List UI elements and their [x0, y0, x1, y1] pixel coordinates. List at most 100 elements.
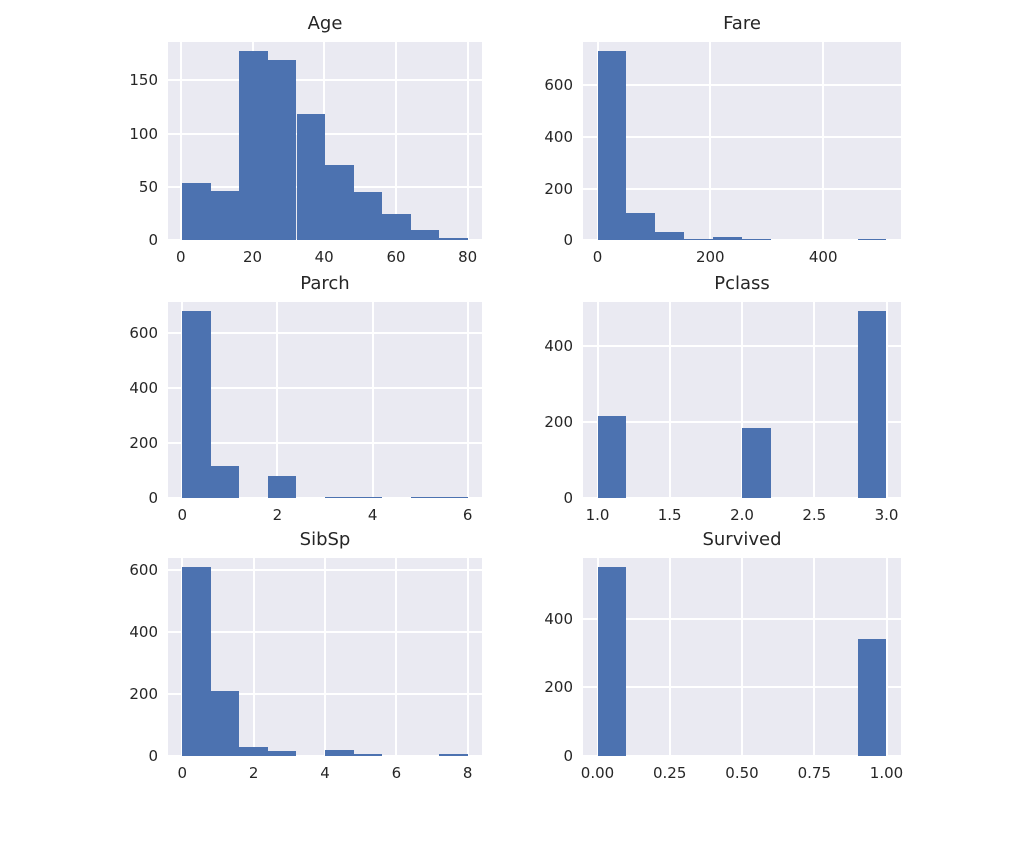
x-tick-label-survived-2: 0.50: [725, 764, 759, 782]
x-tick-label-survived-4: 1.00: [869, 764, 904, 782]
grid-line-horizontal: [583, 136, 901, 138]
x-tick-label-survived-3: 0.75: [797, 764, 831, 782]
subplot-title-age: Age: [307, 13, 343, 34]
y-tick-label-age-1: 50: [138, 177, 158, 196]
grid-line-vertical: [885, 558, 888, 756]
y-tick-label-parch-3: 600: [129, 323, 158, 342]
axes-age: [168, 42, 482, 240]
grid-line-horizontal: [168, 568, 482, 571]
y-tick-label-pclass-1: 200: [544, 413, 573, 431]
grid-line-horizontal: [583, 617, 901, 620]
grid-line-horizontal: [583, 84, 901, 87]
subplot-title-fare: Fare: [723, 13, 761, 34]
histogram-bar-sibsp-1: [210, 691, 240, 756]
y-tick-label-age-0: 0: [148, 231, 158, 249]
x-tick-label-pclass-1: 1.5: [657, 506, 682, 524]
axes-fare: [583, 42, 901, 240]
histogram-bar-parch-1: [210, 465, 240, 498]
y-tick-label-parch-1: 200: [129, 433, 158, 452]
y-tick-label-survived-1: 200: [544, 678, 573, 697]
x-tick-label-survived-0: 0.00: [580, 764, 615, 782]
histogram-bar-survived-9: [857, 638, 887, 756]
histogram-bar-parch-3: [267, 476, 297, 498]
x-tick-label-sibsp-0: 0: [177, 764, 188, 782]
y-tick-label-fare-0: 0: [563, 231, 573, 249]
histogram-bar-age-9: [439, 237, 468, 240]
grid-line-horizontal: [583, 755, 901, 756]
x-tick-label-survived-1: 0.25: [652, 764, 687, 782]
x-tick-label-pclass-4: 3.0: [874, 506, 899, 524]
x-tick-label-sibsp-2: 4: [320, 764, 330, 782]
histogram-bar-age-4: [296, 114, 325, 240]
histogram-bar-fare-2: [655, 232, 685, 240]
histogram-bar-pclass-5: [742, 428, 771, 498]
histogram-bar-pclass-9: [857, 311, 887, 498]
histogram-bar-age-0: [182, 182, 211, 240]
grid-line-horizontal: [168, 630, 482, 633]
axes-sibsp: [168, 558, 482, 756]
x-tick-label-pclass-2: 2.0: [730, 506, 754, 524]
grid-line-horizontal: [583, 344, 901, 347]
histogram-bar-sibsp-5: [325, 750, 354, 756]
grid-line-vertical: [179, 42, 182, 240]
grid-line-vertical: [885, 302, 888, 498]
y-tick-label-parch-0: 0: [148, 489, 158, 507]
histogram-bar-survived-0: [597, 567, 627, 756]
subplot-title-survived: Survived: [702, 529, 782, 550]
y-tick-label-age-2: 100: [129, 124, 158, 143]
grid-line-horizontal: [168, 331, 482, 334]
histogram-bar-parch-8: [410, 496, 440, 498]
histogram-bar-fare-1: [626, 212, 656, 240]
histogram-bar-sibsp-3: [267, 751, 297, 756]
subplot-title-pclass: Pclass: [714, 273, 770, 294]
grid-line-vertical: [822, 42, 825, 240]
subplot-title-sibsp: SibSp: [299, 529, 351, 550]
y-tick-label-fare-1: 200: [544, 179, 573, 198]
histogram-bar-parch-5: [325, 496, 354, 498]
grid-line-vertical: [596, 302, 599, 498]
grid-line-vertical: [324, 558, 326, 756]
histogram-bar-fare-9: [857, 238, 887, 240]
histogram-bar-fare-4: [713, 237, 742, 240]
x-tick-label-pclass-3: 2.5: [802, 506, 827, 524]
histogram-bar-age-2: [239, 51, 268, 240]
x-tick-label-fare-0: 0: [592, 248, 603, 266]
grid-line-vertical: [741, 302, 743, 498]
y-tick-label-sibsp-3: 600: [129, 560, 158, 579]
x-tick-label-age-4: 80: [458, 248, 478, 266]
grid-line-horizontal: [168, 132, 482, 135]
histogram-bar-fare-5: [742, 238, 771, 240]
y-tick-label-survived-0: 0: [563, 747, 573, 765]
x-tick-label-sibsp-4: 8: [462, 764, 473, 782]
x-tick-label-age-0: 0: [176, 248, 186, 266]
y-tick-label-sibsp-1: 200: [129, 685, 158, 703]
grid-line-vertical: [813, 302, 816, 498]
x-tick-label-fare-2: 400: [808, 248, 838, 266]
subplot-title-parch: Parch: [300, 273, 350, 294]
x-tick-label-sibsp-1: 2: [248, 764, 259, 782]
grid-line-vertical: [741, 558, 743, 756]
y-tick-label-parch-2: 400: [129, 378, 158, 397]
histogram-bar-fare-3: [684, 238, 714, 240]
y-tick-label-fare-3: 600: [544, 76, 573, 95]
x-tick-label-fare-1: 200: [695, 248, 725, 266]
grid-line-vertical: [668, 558, 671, 756]
x-tick-label-age-3: 60: [386, 248, 406, 266]
axes-parch: [168, 302, 482, 498]
x-tick-label-sibsp-3: 6: [391, 764, 402, 782]
x-tick-label-age-2: 40: [314, 248, 334, 266]
x-tick-label-parch-1: 2: [272, 506, 283, 524]
grid-line-horizontal: [583, 421, 901, 423]
x-tick-label-parch-2: 4: [367, 506, 378, 524]
histogram-bar-sibsp-6: [353, 754, 382, 756]
histogram-bar-sibsp-2: [239, 747, 268, 756]
y-tick-label-sibsp-0: 0: [148, 747, 158, 765]
grid-line-horizontal: [168, 693, 482, 695]
grid-line-vertical: [371, 302, 374, 498]
y-tick-label-pclass-0: 0: [563, 489, 573, 507]
y-tick-label-sibsp-2: 400: [129, 622, 158, 641]
x-tick-label-parch-3: 6: [462, 506, 473, 524]
histogram-bar-parch-6: [353, 496, 382, 498]
grid-line-horizontal: [583, 187, 901, 190]
